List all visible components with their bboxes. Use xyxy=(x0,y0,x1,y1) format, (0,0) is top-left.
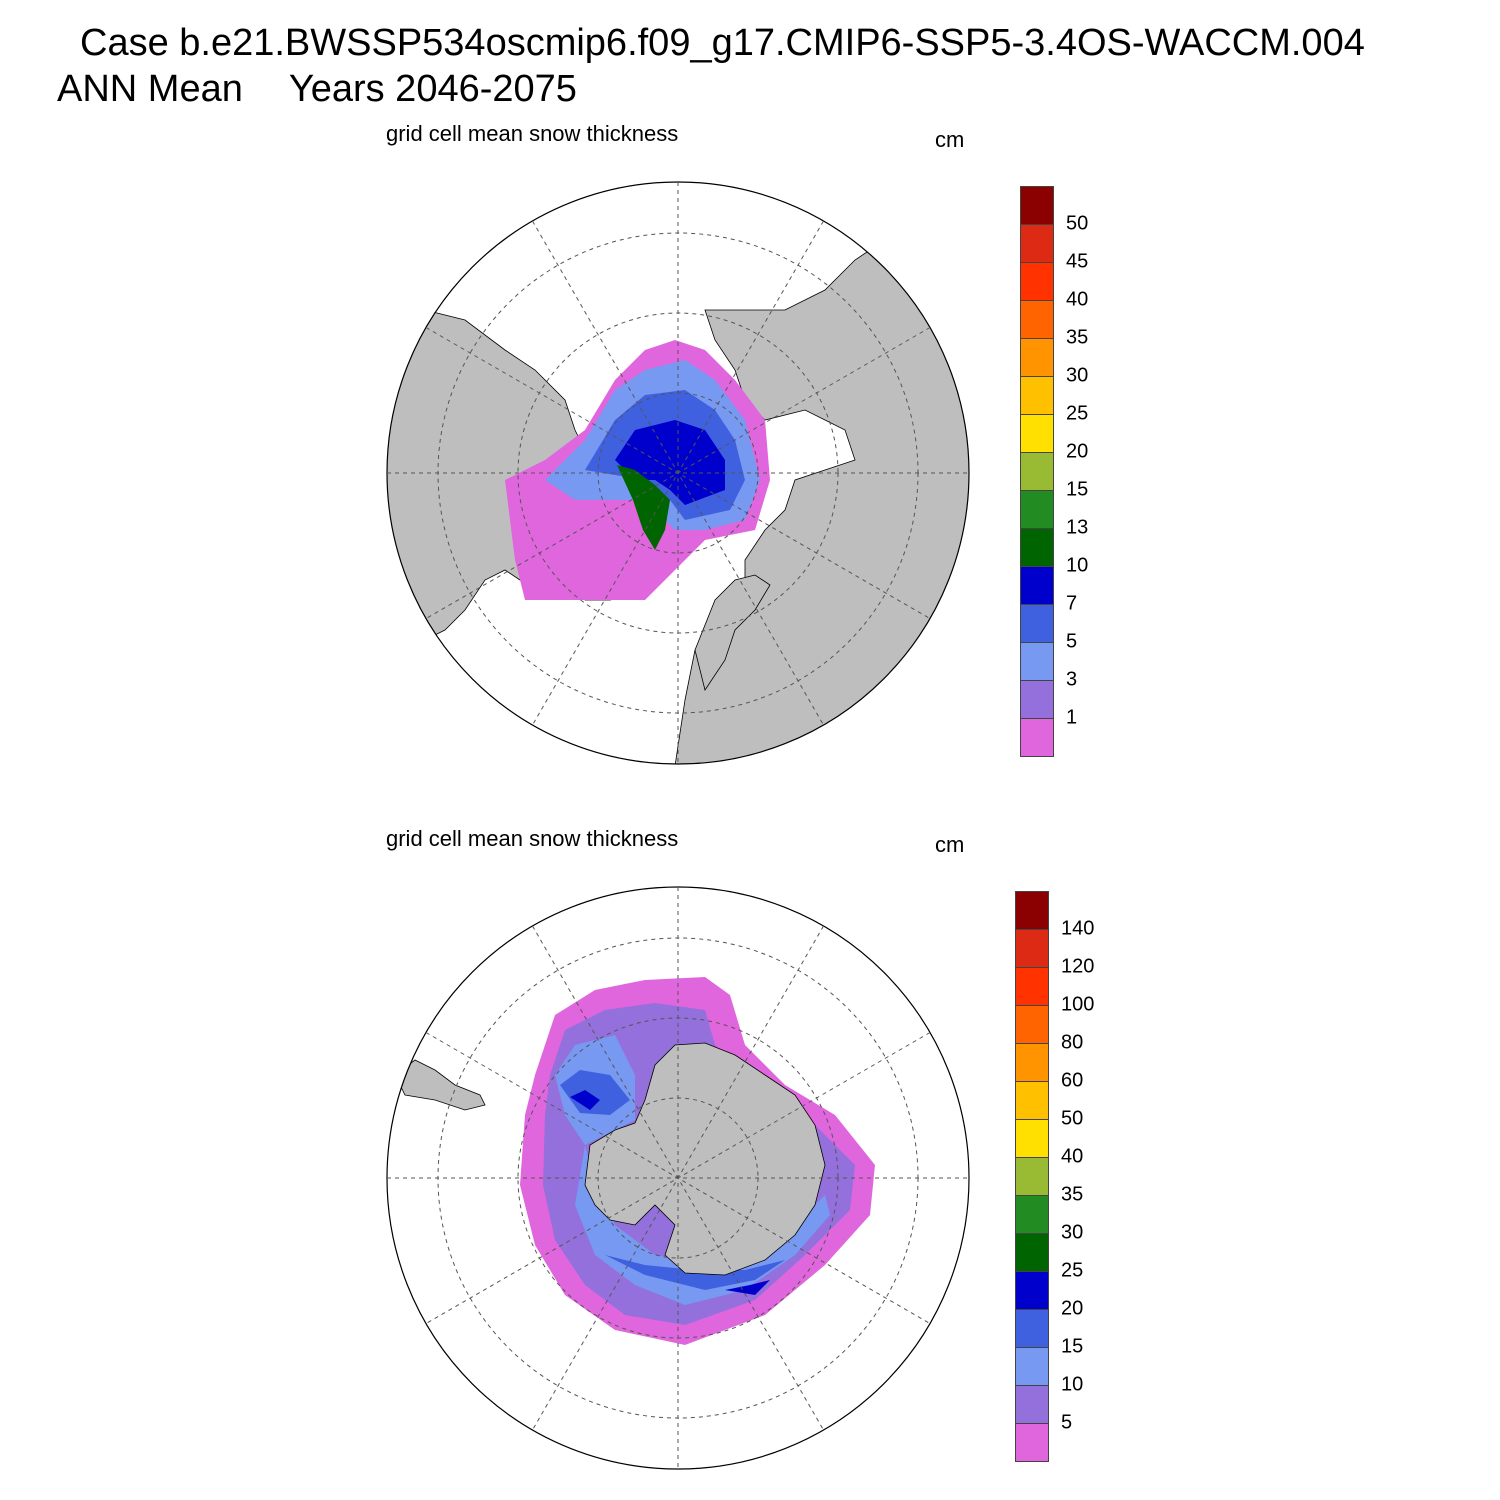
colorbar-swatch xyxy=(1015,1119,1049,1158)
colorbar-tick-label: 10 xyxy=(1066,554,1089,577)
colorbar-tick-label: 20 xyxy=(1066,440,1089,463)
snow-contour-lvl5 xyxy=(617,465,670,550)
colorbar-tick-label: 45 xyxy=(1066,250,1089,273)
colorbar-swatch xyxy=(1015,929,1049,968)
colorbar-swatch xyxy=(1015,1271,1049,1310)
colorbar-tick-label: 40 xyxy=(1066,288,1089,311)
colorbar-tick-label: 60 xyxy=(1061,1069,1084,1092)
panel-units-antarctic: cm xyxy=(935,832,965,857)
colorbar-swatch xyxy=(1020,490,1054,529)
years-label: Years 2046-2075 xyxy=(288,68,577,110)
colorbar-swatch xyxy=(1015,1385,1049,1424)
colorbar-swatch xyxy=(1020,224,1054,263)
colorbar-tick-label: 15 xyxy=(1066,478,1089,501)
colorbar-tick-label: 120 xyxy=(1061,955,1095,978)
colorbar-tick-label: 80 xyxy=(1061,1031,1084,1054)
colorbar-swatch xyxy=(1015,1195,1049,1234)
season-label: ANN Mean xyxy=(57,68,243,110)
colorbar-tick-label: 20 xyxy=(1061,1297,1084,1320)
colorbar-swatch xyxy=(1020,718,1054,757)
colorbar-tick-label: 35 xyxy=(1061,1183,1084,1206)
panel-title-arctic: grid cell mean snow thickness xyxy=(386,121,679,146)
colorbar-tick-label: 35 xyxy=(1066,326,1089,349)
colorbar-tick-label: 50 xyxy=(1061,1107,1084,1130)
colorbar-swatch xyxy=(1020,262,1054,301)
colorbar-swatch xyxy=(1020,376,1054,415)
case-title: Case b.e21.BWSSP534oscmip6.f09_g17.CMIP6… xyxy=(80,22,1365,64)
colorbar-tick-label: 30 xyxy=(1066,364,1089,387)
colorbar-swatch xyxy=(1020,566,1054,605)
land-south-america xyxy=(394,1059,486,1111)
colorbar-swatch xyxy=(1015,967,1049,1006)
colorbar-tick-label: 13 xyxy=(1066,516,1089,539)
colorbar-swatch xyxy=(1020,680,1054,719)
colorbar-swatch xyxy=(1015,891,1049,930)
colorbar-tick-label: 140 xyxy=(1061,917,1095,940)
graticule xyxy=(387,887,969,1469)
colorbar-tick-label: 1 xyxy=(1066,706,1078,729)
colorbar-swatch xyxy=(1015,1233,1049,1272)
colorbar-swatch xyxy=(1020,528,1054,567)
panel-units-arctic: cm xyxy=(935,127,965,152)
colorbar-swatch xyxy=(1015,1309,1049,1348)
colorbar-tick-label: 25 xyxy=(1066,402,1089,425)
land-scandinavia xyxy=(694,574,771,691)
colorbar-tick-label: 25 xyxy=(1061,1259,1084,1282)
period-title: ANN Mean Years 2046-2075 xyxy=(57,70,577,108)
colorbar-tick-label: 100 xyxy=(1061,993,1095,1016)
colorbar-tick-label: 7 xyxy=(1066,592,1078,615)
panel-title-antarctic: grid cell mean snow thickness xyxy=(386,826,679,851)
colorbar-tick-label: 5 xyxy=(1061,1411,1073,1434)
colorbar-swatch xyxy=(1020,414,1054,453)
colorbar-swatch xyxy=(1015,1081,1049,1120)
antarctic-polar-map xyxy=(386,886,970,1470)
colorbar-tick-label: 40 xyxy=(1061,1145,1084,1168)
graticule xyxy=(387,182,969,764)
colorbar-swatch xyxy=(1020,642,1054,681)
colorbar-tick-label: 3 xyxy=(1066,668,1078,691)
colorbar-swatch xyxy=(1015,1347,1049,1386)
colorbar-swatch xyxy=(1020,452,1054,491)
land-antarctica xyxy=(584,1042,826,1276)
colorbar-tick-label: 10 xyxy=(1061,1373,1084,1396)
colorbar-swatch xyxy=(1020,300,1054,339)
arctic-polar-map xyxy=(386,181,970,765)
colorbar-swatch xyxy=(1020,186,1054,225)
colorbar-swatch xyxy=(1020,338,1054,377)
colorbar-swatch xyxy=(1020,604,1054,643)
colorbar-swatch xyxy=(1015,1005,1049,1044)
colorbar-swatch xyxy=(1015,1043,1049,1082)
colorbar-tick-label: 15 xyxy=(1061,1335,1084,1358)
colorbar-tick-label: 5 xyxy=(1066,630,1078,653)
colorbar-tick-label: 30 xyxy=(1061,1221,1084,1244)
colorbar-swatch xyxy=(1015,1423,1049,1462)
colorbar-swatch xyxy=(1015,1157,1049,1196)
colorbar-tick-label: 50 xyxy=(1066,212,1089,235)
